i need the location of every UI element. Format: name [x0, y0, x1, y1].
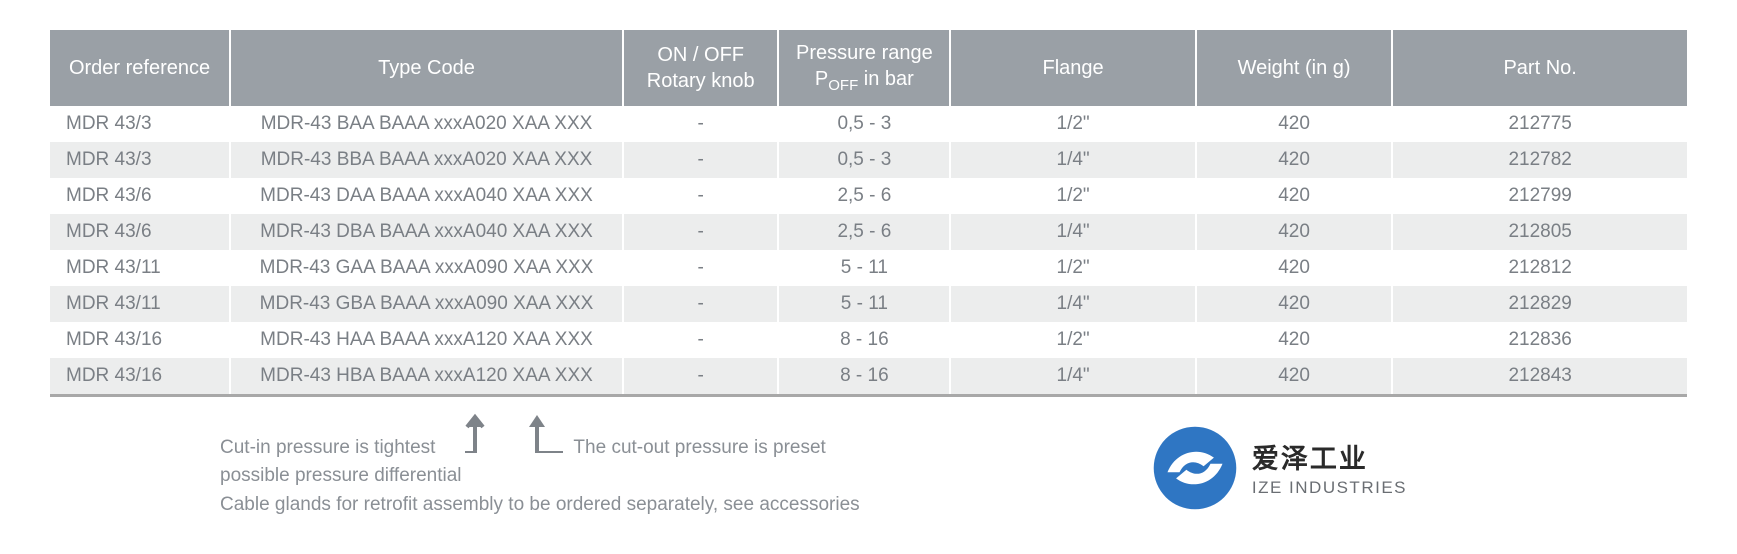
- cell-type: MDR-43 GAA BAAA xxxA090 XAA XXX: [230, 250, 623, 286]
- table-header: Order reference Type Code ON / OFF Rotar…: [50, 30, 1687, 106]
- cell-part: 212829: [1392, 286, 1687, 322]
- cell-weight: 420: [1196, 178, 1392, 214]
- table-row: MDR 43/6MDR-43 DBA BAAA xxxA040 XAA XXX-…: [50, 214, 1687, 250]
- cell-weight: 420: [1196, 286, 1392, 322]
- cell-type: MDR-43 HAA BAAA xxxA120 XAA XXX: [230, 322, 623, 358]
- col-header-knob-l2: Rotary knob: [647, 70, 755, 92]
- cell-order: MDR 43/16: [50, 358, 230, 394]
- col-header-press-post: in bar: [858, 68, 914, 90]
- brand-name-cn: 爱泽工业: [1252, 437, 1407, 476]
- cell-knob: -: [623, 214, 779, 250]
- cell-knob: -: [623, 178, 779, 214]
- cell-flange: 1/4": [950, 358, 1196, 394]
- table-row: MDR 43/11MDR-43 GAA BAAA xxxA090 XAA XXX…: [50, 250, 1687, 286]
- cell-press: 2,5 - 6: [778, 214, 950, 250]
- footnote-cutout: The cut-out pressure is preset: [573, 434, 825, 463]
- cell-order: MDR 43/6: [50, 214, 230, 250]
- cell-weight: 420: [1196, 142, 1392, 178]
- cell-order: MDR 43/6: [50, 178, 230, 214]
- cell-flange: 1/4": [950, 142, 1196, 178]
- cell-type: MDR-43 BAA BAAA xxxA020 XAA XXX: [230, 106, 623, 142]
- cell-press: 2,5 - 6: [778, 178, 950, 214]
- col-header-pressure: Pressure range POFF in bar: [778, 30, 950, 106]
- table-row: MDR 43/6MDR-43 DAA BAAA xxxA040 XAA XXX-…: [50, 178, 1687, 214]
- cell-flange: 1/2": [950, 250, 1196, 286]
- cell-weight: 420: [1196, 214, 1392, 250]
- cell-weight: 420: [1196, 322, 1392, 358]
- footnote-cutin-l1: Cut-in pressure is tightest: [220, 434, 435, 463]
- cell-press: 0,5 - 3: [778, 106, 950, 142]
- cell-weight: 420: [1196, 250, 1392, 286]
- cell-type: MDR-43 DAA BAAA xxxA040 XAA XXX: [230, 178, 623, 214]
- cell-knob: -: [623, 286, 779, 322]
- cell-flange: 1/4": [950, 214, 1196, 250]
- cell-knob: -: [623, 106, 779, 142]
- col-header-part: Part No.: [1392, 30, 1687, 106]
- table-body: MDR 43/3MDR-43 BAA BAAA xxxA020 XAA XXX-…: [50, 106, 1687, 394]
- col-header-flange: Flange: [950, 30, 1196, 106]
- cell-type: MDR-43 HBA BAAA xxxA120 XAA XXX: [230, 358, 623, 394]
- brand-logo: 爱泽工业 IZE INDUSTRIES: [1152, 425, 1407, 511]
- cell-knob: -: [623, 358, 779, 394]
- cell-flange: 1/2": [950, 322, 1196, 358]
- cell-press: 5 - 11: [778, 286, 950, 322]
- footer-area: Cut-in pressure is tightest The cut-out …: [50, 405, 1687, 520]
- table-row: MDR 43/16MDR-43 HBA BAAA xxxA120 XAA XXX…: [50, 358, 1687, 394]
- col-header-press-sub: OFF: [828, 77, 858, 94]
- col-header-press-l1: Pressure range: [796, 42, 933, 64]
- footnote-cable: Cable glands for retrofit assembly to be…: [220, 491, 860, 520]
- cell-flange: 1/2": [950, 178, 1196, 214]
- cell-weight: 420: [1196, 358, 1392, 394]
- cell-press: 8 - 16: [778, 358, 950, 394]
- col-header-type: Type Code: [230, 30, 623, 106]
- table-row: MDR 43/3MDR-43 BBA BAAA xxxA020 XAA XXX-…: [50, 142, 1687, 178]
- cell-order: MDR 43/16: [50, 322, 230, 358]
- table-row: MDR 43/16MDR-43 HAA BAAA xxxA120 XAA XXX…: [50, 322, 1687, 358]
- spec-table: Order reference Type Code ON / OFF Rotar…: [50, 30, 1687, 394]
- cell-type: MDR-43 BBA BAAA xxxA020 XAA XXX: [230, 142, 623, 178]
- spec-table-container: Order reference Type Code ON / OFF Rotar…: [50, 30, 1687, 397]
- cell-type: MDR-43 GBA BAAA xxxA090 XAA XXX: [230, 286, 623, 322]
- col-header-weight: Weight (in g): [1196, 30, 1392, 106]
- col-header-press-pre: P: [815, 68, 828, 90]
- cell-weight: 420: [1196, 106, 1392, 142]
- cell-part: 212836: [1392, 322, 1687, 358]
- cell-order: MDR 43/11: [50, 250, 230, 286]
- cell-part: 212799: [1392, 178, 1687, 214]
- cell-knob: -: [623, 322, 779, 358]
- cell-part: 212805: [1392, 214, 1687, 250]
- arrow-up-left-icon: [465, 405, 505, 463]
- cell-part: 212843: [1392, 358, 1687, 394]
- footnotes: Cut-in pressure is tightest The cut-out …: [220, 405, 860, 520]
- cell-knob: -: [623, 142, 779, 178]
- cell-press: 8 - 16: [778, 322, 950, 358]
- col-header-knob: ON / OFF Rotary knob: [623, 30, 779, 106]
- cell-knob: -: [623, 250, 779, 286]
- footnote-row-1: Cut-in pressure is tightest The cut-out …: [220, 405, 860, 463]
- cell-order: MDR 43/3: [50, 142, 230, 178]
- cell-part: 212775: [1392, 106, 1687, 142]
- cell-part: 212782: [1392, 142, 1687, 178]
- col-header-order: Order reference: [50, 30, 230, 106]
- cell-press: 0,5 - 3: [778, 142, 950, 178]
- col-header-knob-l1: ON / OFF: [657, 44, 744, 66]
- cell-part: 212812: [1392, 250, 1687, 286]
- cell-press: 5 - 11: [778, 250, 950, 286]
- cell-type: MDR-43 DBA BAAA xxxA040 XAA XXX: [230, 214, 623, 250]
- table-row: MDR 43/11MDR-43 GBA BAAA xxxA090 XAA XXX…: [50, 286, 1687, 322]
- cell-order: MDR 43/3: [50, 106, 230, 142]
- cell-flange: 1/4": [950, 286, 1196, 322]
- footnote-cutin-l2: possible pressure differential: [220, 462, 860, 491]
- brand-logo-icon: [1152, 425, 1238, 511]
- cell-flange: 1/2": [950, 106, 1196, 142]
- cell-order: MDR 43/11: [50, 286, 230, 322]
- table-row: MDR 43/3MDR-43 BAA BAAA xxxA020 XAA XXX-…: [50, 106, 1687, 142]
- brand-logo-text: 爱泽工业 IZE INDUSTRIES: [1252, 437, 1407, 498]
- arrow-up-right-icon: [527, 405, 567, 463]
- brand-name-en: IZE INDUSTRIES: [1252, 478, 1407, 498]
